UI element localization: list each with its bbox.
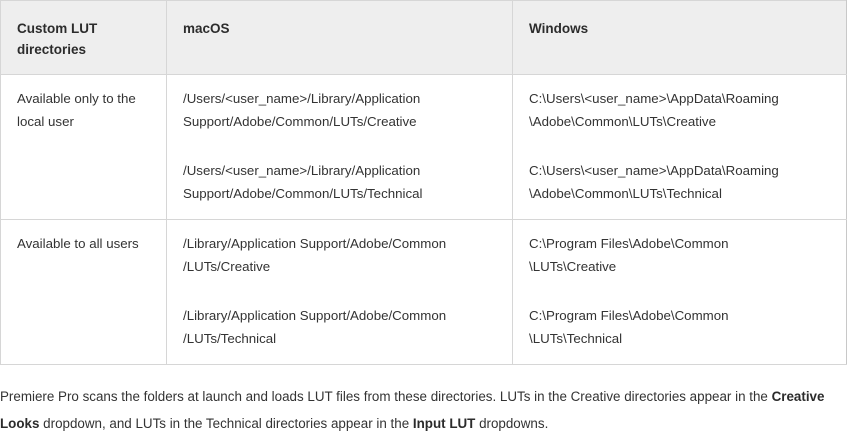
footer-text-part-3: dropdowns. <box>475 416 549 432</box>
column-header-macos-label: macOS <box>183 21 230 36</box>
macos-path-creative: /Library/Application Support/Adobe/Commo… <box>183 236 447 274</box>
macos-paths-all-users: /Library/Application Support/Adobe/Commo… <box>167 220 512 364</box>
footer-description: Premiere Pro scans the folders at launch… <box>0 383 860 437</box>
footer-text-part-1: Premiere Pro scans the folders at launch… <box>0 389 772 405</box>
custom-lut-directories-table: Custom LUT directories macOS Windows Ava… <box>0 0 847 365</box>
windows-paths-cell-local-user: C:\Users\<user_name>\AppData\Roaming \Ad… <box>512 74 847 220</box>
windows-path-creative: C:\Program Files\Adobe\Common \LUTs\Crea… <box>529 236 729 274</box>
row-label-local-user: Available only to the local user <box>17 91 136 129</box>
windows-path-technical: C:\Users\<user_name>\AppData\Roaming \Ad… <box>529 163 779 201</box>
macos-paths-local-user: /Users/<user_name>/Library/Application S… <box>167 75 512 219</box>
windows-paths-all-users: C:\Program Files\Adobe\Common \LUTs\Crea… <box>513 220 846 364</box>
macos-path-technical: /Users/<user_name>/Library/Application S… <box>183 163 423 201</box>
table-row: Available only to the local user /Users/… <box>0 74 847 220</box>
windows-path-technical: C:\Program Files\Adobe\Common \LUTs\Tech… <box>529 308 729 346</box>
windows-paths-cell-all-users: C:\Program Files\Adobe\Common \LUTs\Crea… <box>512 219 847 365</box>
column-header-custom-lut-directories-label: Custom LUT directories <box>17 21 98 57</box>
macos-path-technical: /Library/Application Support/Adobe/Commo… <box>183 308 447 346</box>
macos-path-creative: /Users/<user_name>/Library/Application S… <box>183 91 421 129</box>
table-body: Available only to the local user /Users/… <box>0 74 847 365</box>
macos-paths-cell-all-users: /Library/Application Support/Adobe/Commo… <box>166 219 513 365</box>
footer-text-part-2: dropdown, and LUTs in the Technical dire… <box>39 416 413 432</box>
table-header: Custom LUT directories macOS Windows <box>0 0 847 75</box>
column-header-windows-label: Windows <box>529 21 589 36</box>
row-label-cell-all-users: Available to all users <box>0 219 167 365</box>
footer-bold-input-lut: Input LUT <box>412 416 476 432</box>
row-label-all-users: Available to all users <box>17 236 139 251</box>
table-row: Available to all users /Library/Applicat… <box>0 219 847 365</box>
windows-path-creative: C:\Users\<user_name>\AppData\Roaming \Ad… <box>529 91 779 129</box>
table-header-row: Custom LUT directories macOS Windows <box>0 0 847 75</box>
column-header-custom-lut-directories: Custom LUT directories <box>0 0 167 75</box>
macos-paths-cell-local-user: /Users/<user_name>/Library/Application S… <box>166 74 513 220</box>
windows-paths-local-user: C:\Users\<user_name>\AppData\Roaming \Ad… <box>513 75 846 219</box>
lut-directories-page: Custom LUT directories macOS Windows Ava… <box>0 0 847 431</box>
row-label-cell-local-user: Available only to the local user <box>0 74 167 220</box>
column-header-macos: macOS <box>166 0 513 75</box>
column-header-windows: Windows <box>512 0 847 75</box>
